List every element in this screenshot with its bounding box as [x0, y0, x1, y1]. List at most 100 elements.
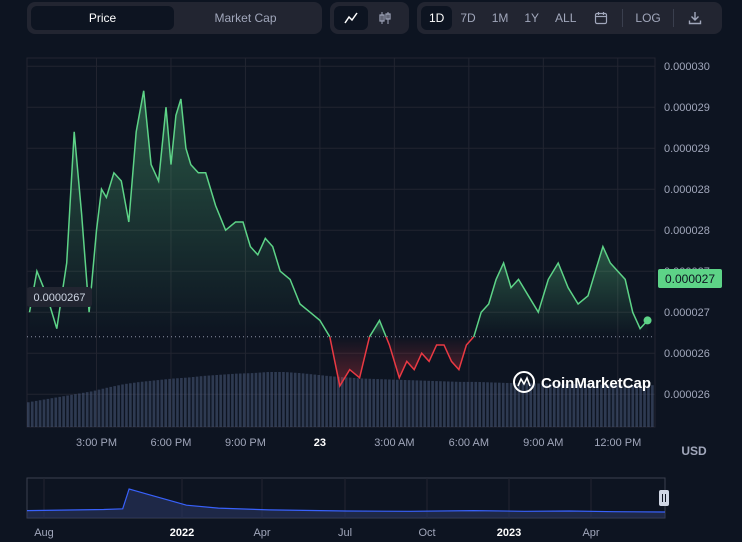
- volume-bar: [513, 383, 517, 427]
- volume-bar: [172, 378, 175, 427]
- nav-x-tick-label: Aug: [34, 527, 54, 539]
- navigator-handle[interactable]: [659, 490, 669, 506]
- volume-bar: [529, 383, 533, 427]
- price-area: [29, 90, 648, 386]
- volume-bar: [474, 381, 478, 427]
- y-tick-label: 0.000029: [664, 143, 710, 155]
- nav-x-tick-label: 2022: [170, 527, 194, 539]
- toolbar-divider: [622, 9, 624, 27]
- volume-bar: [282, 372, 285, 427]
- volume-bar: [337, 376, 340, 427]
- volume-bar: [439, 381, 442, 427]
- range-1m[interactable]: 1M: [491, 11, 509, 25]
- calendar-button[interactable]: [584, 6, 618, 30]
- volume-bar: [627, 384, 631, 427]
- nav-x-tick-label: Jul: [338, 527, 352, 539]
- volume-bar: [207, 375, 211, 427]
- y-tick-label: 0.000026: [664, 389, 710, 401]
- volume-bar: [187, 377, 191, 427]
- volume-bar: [372, 378, 376, 427]
- volume-bar: [568, 384, 572, 427]
- x-tick-label: 9:00 AM: [523, 437, 563, 449]
- volume-bar: [250, 373, 254, 427]
- log-scale-button[interactable]: LOG: [635, 11, 661, 25]
- metric-toggle: Price Market Cap: [27, 2, 322, 34]
- plot-frame: [26, 57, 656, 428]
- volume-bar: [184, 377, 187, 427]
- volume-bar: [498, 382, 501, 427]
- volume-bar: [113, 386, 116, 427]
- tab-market-cap[interactable]: Market Cap: [214, 11, 277, 25]
- range-1d[interactable]: 1D: [421, 6, 453, 30]
- baseline-label: 0.0000267: [34, 292, 86, 304]
- volume-bar: [647, 385, 650, 427]
- volume-bar: [615, 384, 619, 427]
- volume-bar: [156, 380, 160, 427]
- volume-bar: [254, 372, 258, 427]
- volume-bar: [238, 373, 242, 427]
- volume-bar: [105, 387, 109, 427]
- range-1y[interactable]: 1Y: [524, 11, 540, 25]
- volume-bar: [164, 379, 167, 427]
- volume-bar: [74, 394, 77, 427]
- volume-bar: [121, 384, 124, 427]
- volume-bar: [392, 379, 395, 427]
- price-line-up: [28, 90, 331, 338]
- nav-x-tick-label: Oct: [418, 527, 435, 539]
- volume-bar: [297, 373, 301, 427]
- volume-bar: [136, 382, 140, 427]
- volume-bar: [470, 381, 474, 427]
- range-all[interactable]: ALL: [555, 11, 577, 25]
- navigator-frame: [26, 477, 666, 519]
- volume-bar: [341, 377, 344, 427]
- volume-bar: [348, 377, 352, 427]
- volume-bar: [301, 373, 305, 427]
- watermark: CoinMarketCap: [513, 371, 651, 393]
- volume-bar: [125, 383, 128, 427]
- volume-bar: [58, 396, 62, 427]
- y-tick-label: 0.000028: [664, 225, 710, 237]
- volume-bar: [407, 380, 411, 427]
- volume-bar: [541, 383, 544, 427]
- line-chart-icon: [344, 12, 358, 24]
- candlestick-button[interactable]: [368, 6, 402, 30]
- volume-bar: [78, 393, 81, 427]
- volume-bar: [160, 379, 164, 427]
- volume-bar: [246, 373, 250, 427]
- volume-bar: [592, 384, 595, 427]
- price-line-up: [368, 318, 387, 338]
- volume-bars: [27, 372, 654, 427]
- navigator-area: [27, 489, 665, 518]
- volume-bar: [325, 375, 328, 427]
- volume-bar: [607, 384, 611, 427]
- range-7d[interactable]: 7D: [460, 11, 476, 25]
- watermark-text: CoinMarketCap: [541, 375, 651, 392]
- volume-bar: [81, 392, 85, 427]
- volume-bar: [490, 382, 493, 427]
- line-chart-button[interactable]: [334, 6, 368, 30]
- y-tick-label: 0.000026: [664, 348, 710, 360]
- currency-label: USD: [681, 444, 707, 458]
- volume-bar: [388, 379, 391, 427]
- toolbar-divider: [672, 9, 674, 27]
- download-icon: [688, 12, 701, 25]
- price-area-up: [29, 90, 330, 337]
- volume-bar: [42, 399, 46, 427]
- volume-bar: [54, 397, 58, 427]
- nav-x-tick-label: 2023: [497, 527, 521, 539]
- volume-bar: [588, 384, 591, 427]
- volume-bar: [600, 384, 603, 427]
- price-area-down: [386, 336, 474, 378]
- volume-bar: [435, 381, 438, 427]
- volume-bar: [266, 372, 270, 427]
- download-button[interactable]: [678, 6, 712, 30]
- volume-bar: [415, 380, 419, 427]
- volume-bar: [494, 382, 497, 427]
- volume-bar: [580, 384, 584, 427]
- volume-bar: [242, 373, 246, 427]
- tab-price[interactable]: Price: [31, 6, 174, 30]
- volume-bar: [278, 372, 281, 427]
- volume-bar: [258, 372, 262, 427]
- volume-bar: [38, 400, 42, 427]
